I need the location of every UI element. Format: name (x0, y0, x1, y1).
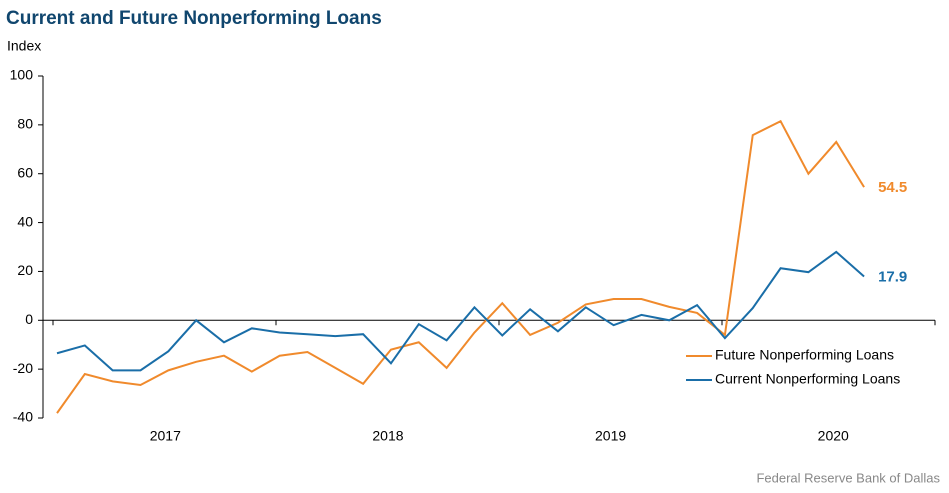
end-label: 17.9 (878, 269, 907, 286)
x-tick-label: 2017 (150, 428, 181, 444)
legend-label: Future Nonperforming Loans (715, 347, 894, 363)
source: Federal Reserve Bank of Dallas (756, 470, 940, 485)
x-tick-label: 2018 (372, 428, 403, 444)
y-tick-label: -20 (13, 360, 33, 376)
y-tick-label: 100 (10, 67, 34, 83)
y-tick-label: 20 (17, 262, 33, 278)
x-tick-label: 2020 (818, 428, 849, 444)
x-tick-label: 2019 (595, 428, 626, 444)
y-tick-label: 60 (17, 164, 33, 180)
y-tick-label: -40 (13, 409, 33, 425)
series-line (56, 119, 865, 414)
y-tick-label: 0 (25, 311, 33, 327)
end-label: 54.5 (878, 179, 907, 196)
y-tick-label: 40 (17, 213, 33, 229)
y-tick-label: 80 (17, 116, 33, 132)
series-line (56, 250, 865, 372)
y-axis-label: Index (7, 38, 41, 54)
chart-title: Current and Future Nonperforming Loans (6, 8, 382, 29)
legend-label: Current Nonperforming Loans (715, 371, 900, 387)
